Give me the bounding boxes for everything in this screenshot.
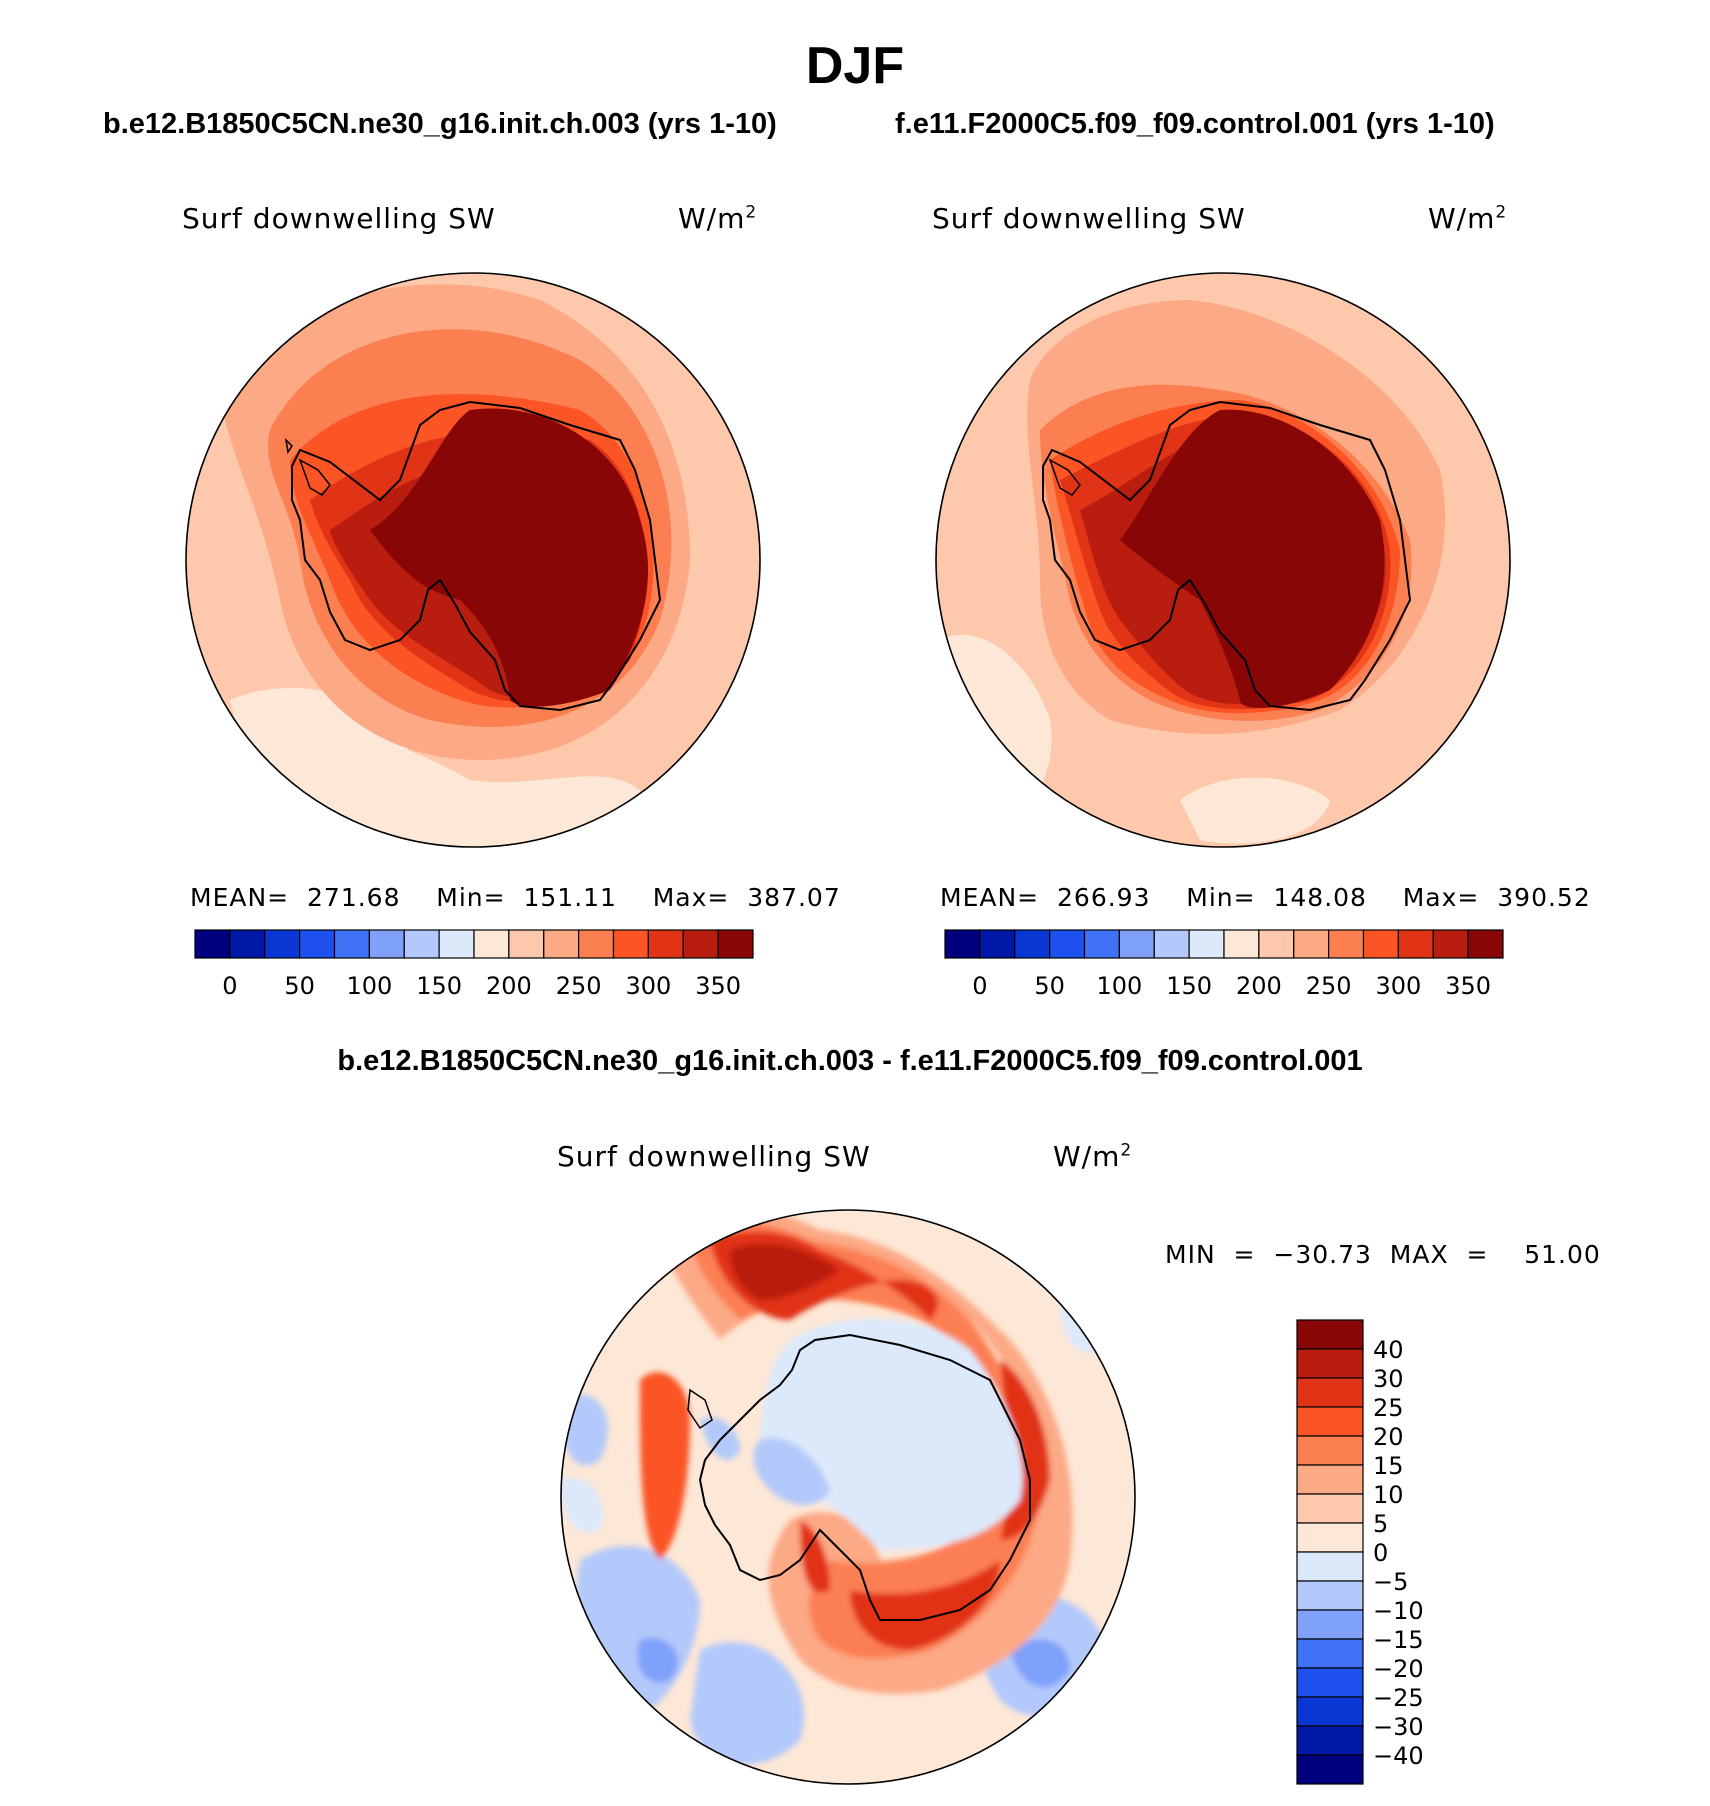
right-colorbar-swatch — [979, 929, 1016, 959]
diff-colorbar-tick-label: 20 — [1373, 1423, 1404, 1451]
left-colorbar-swatch — [612, 929, 649, 959]
diff-colorbar-tick-label: 0 — [1373, 1539, 1388, 1567]
right-units-exponent: 2 — [1495, 202, 1508, 223]
left-colorbar-swatch — [438, 929, 475, 959]
right-colorbar-swatch — [1362, 929, 1399, 959]
left-colorbar-swatch — [299, 929, 336, 959]
left-units-text: W/m — [678, 202, 746, 235]
right-colorbar-swatch — [1293, 929, 1330, 959]
diff-colorbar-swatch — [1296, 1696, 1364, 1727]
diff-colorbar-tick-label: −10 — [1373, 1597, 1424, 1625]
right-units-text: W/m — [1428, 202, 1496, 235]
right-colorbar-tick-label: 200 — [1236, 972, 1282, 1000]
diff-colorbar-swatch — [1296, 1406, 1364, 1437]
diff-colorbar-swatch — [1296, 1377, 1364, 1408]
diff-colorbar-swatch — [1296, 1435, 1364, 1466]
diff-variable-label: Surf downwelling SW — [557, 1140, 871, 1173]
left-colorbar-swatch — [194, 929, 231, 959]
left-units-exponent: 2 — [745, 202, 758, 223]
right-colorbar-swatch — [1432, 929, 1469, 959]
left-colorbar-tick-label: 350 — [695, 972, 741, 1000]
diff-colorbar-swatch — [1296, 1725, 1364, 1756]
right-colorbar-tick-label: 50 — [1034, 972, 1065, 1000]
right-colorbar-swatch — [944, 929, 981, 959]
diff-colorbar-swatch — [1296, 1754, 1364, 1785]
left-colorbar-tick-label: 50 — [284, 972, 315, 1000]
right-units-label: W/m2 — [1428, 202, 1507, 235]
left-units-label: W/m2 — [678, 202, 757, 235]
diff-colorbar-tick-label: −20 — [1373, 1655, 1424, 1683]
diff-colorbar-swatch — [1296, 1580, 1364, 1611]
left-variable-label: Surf downwelling SW — [182, 202, 496, 235]
diff-units-label: W/m2 — [1053, 1140, 1132, 1173]
diff-title: b.e12.B1850C5CN.ne30_g16.init.ch.003 - f… — [337, 1045, 1363, 1077]
diff-colorbar-tick-label: −30 — [1373, 1713, 1424, 1741]
left-colorbar-swatch — [403, 929, 440, 959]
left-colorbar-swatch — [647, 929, 684, 959]
left-colorbar-tick-label: 100 — [346, 972, 392, 1000]
right-colorbar-swatch — [1328, 929, 1365, 959]
right-case-title: f.e11.F2000C5.f09_f09.control.001 (yrs 1… — [895, 108, 1495, 140]
right-colorbar-swatch — [1467, 929, 1504, 959]
right-colorbar-tick-label: 250 — [1306, 972, 1352, 1000]
right-colorbar-tick-label: 100 — [1096, 972, 1142, 1000]
diff-colorbar-swatch — [1296, 1522, 1364, 1553]
diff-colorbar-tick-label: 10 — [1373, 1481, 1404, 1509]
diff-colorbar-swatch — [1296, 1551, 1364, 1582]
left-colorbar-swatch — [368, 929, 405, 959]
diff-colorbar-swatch — [1296, 1493, 1364, 1524]
diff-colorbar-swatch — [1296, 1667, 1364, 1698]
diff-colorbar-tick-label: 5 — [1373, 1510, 1388, 1538]
left-colorbar-swatch — [682, 929, 719, 959]
left-case-title: b.e12.B1850C5CN.ne30_g16.init.ch.003 (yr… — [103, 108, 777, 140]
diff-colorbar-tick-label: −25 — [1373, 1684, 1424, 1712]
diff-colorbar-swatch — [1296, 1609, 1364, 1640]
right-colorbar-swatch — [1258, 929, 1295, 959]
right-colorbar-tick-label: 0 — [972, 972, 987, 1000]
diff-colorbar-swatch — [1296, 1348, 1364, 1379]
right-colorbar-swatch — [1083, 929, 1120, 959]
left-colorbar-tick-label: 0 — [222, 972, 237, 1000]
diff-colorbar-tick-label: −15 — [1373, 1626, 1424, 1654]
diff-colorbar-tick-label: 40 — [1373, 1336, 1404, 1364]
left-colorbar-tick-label: 250 — [556, 972, 602, 1000]
diff-colorbar-tick-label: −5 — [1373, 1568, 1408, 1596]
left-colorbar-swatch — [717, 929, 754, 959]
right-colorbar-tick-label: 300 — [1375, 972, 1421, 1000]
left-stats: MEAN= 271.68 Min= 151.11 Max= 387.07 — [190, 883, 841, 912]
left-colorbar-tick-label: 150 — [416, 972, 462, 1000]
diff-colorbar-swatch — [1296, 1319, 1364, 1350]
right-stats: MEAN= 266.93 Min= 148.08 Max= 390.52 — [940, 883, 1591, 912]
left-colorbar-swatch — [578, 929, 615, 959]
left-colorbar-swatch — [508, 929, 545, 959]
diff-colorbar-swatch — [1296, 1638, 1364, 1669]
left-colorbar-tick-label: 200 — [486, 972, 532, 1000]
right-colorbar-swatch — [1223, 929, 1260, 959]
diff-colorbar-tick-label: 30 — [1373, 1365, 1404, 1393]
diff-units-exponent: 2 — [1120, 1140, 1133, 1161]
right-colorbar-tick-label: 350 — [1445, 972, 1491, 1000]
diff-colorbar-tick-label: 25 — [1373, 1394, 1404, 1422]
left-colorbar-tick-label: 300 — [625, 972, 671, 1000]
diff-colorbar-swatch — [1296, 1464, 1364, 1495]
diff-minmax: MIN = −30.73 MAX = 51.00 — [1165, 1240, 1601, 1269]
diff-units-text: W/m — [1053, 1140, 1121, 1173]
right-colorbar-swatch — [1014, 929, 1051, 959]
diff-colorbar-tick-label: −40 — [1373, 1742, 1424, 1770]
right-variable-label: Surf downwelling SW — [932, 202, 1246, 235]
right-colorbar-tick-label: 150 — [1166, 972, 1212, 1000]
page-title: DJF — [805, 37, 905, 95]
right-colorbar-swatch — [1397, 929, 1434, 959]
diff-colorbar-tick-label: 15 — [1373, 1452, 1404, 1480]
